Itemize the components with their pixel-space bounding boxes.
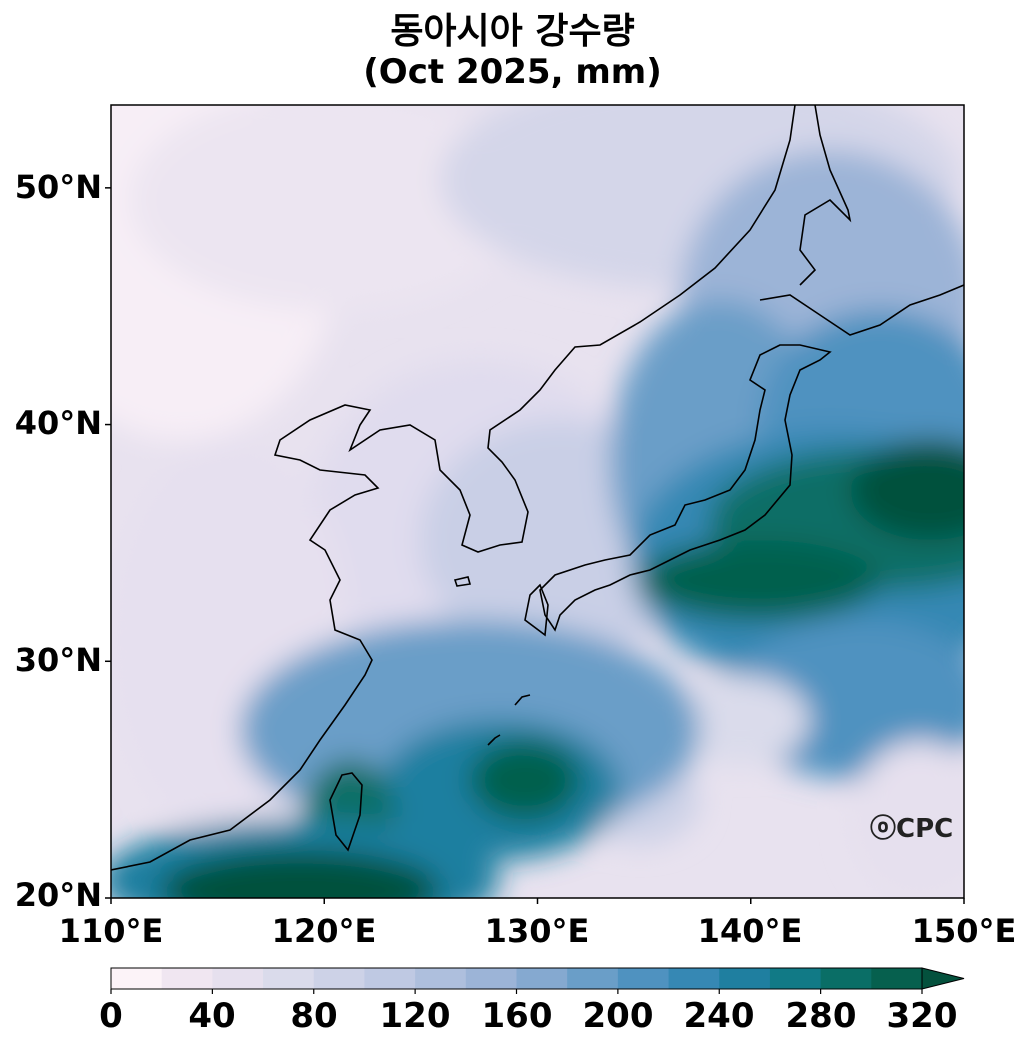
coastline: [111, 105, 964, 871]
colorbar-segment: [719, 968, 771, 989]
colorbar-segment: [617, 968, 670, 989]
map-title: 동아시아 강수량: [390, 11, 635, 52]
colorbar-tick-label: 320: [886, 996, 958, 1036]
colorbar-tick-label: 200: [582, 996, 654, 1036]
colorbar-segment: [313, 968, 365, 989]
cpc-logo: ⓞCPC: [870, 814, 954, 844]
y-tick-label: 20°N: [14, 876, 102, 914]
colorbar-segment: [111, 968, 163, 989]
colorbar-segment: [161, 968, 213, 989]
x-tick-label: 150°E: [911, 912, 1017, 950]
colorbar-segment: [567, 968, 619, 989]
x-tick-label: 120°E: [271, 912, 377, 950]
colorbar-tick-label: 160: [481, 996, 553, 1036]
x-ticks: [110, 898, 965, 904]
colorbar-segment: [871, 968, 923, 989]
colorbar-segment: [364, 968, 416, 989]
y-tick-label: 40°N: [14, 404, 102, 442]
map-subtitle: (Oct 2025, mm): [363, 52, 662, 92]
colorbar-extend-arrow: [921, 967, 965, 990]
colorbar-tick-label: 240: [683, 996, 755, 1036]
colorbar-segment: [769, 968, 822, 989]
y-ticks: [105, 187, 111, 899]
colorbar-tick-label: 80: [290, 996, 338, 1036]
x-tick-label: 140°E: [697, 912, 803, 950]
x-tick-label: 130°E: [484, 912, 590, 950]
colorbar-segment: [263, 968, 315, 989]
x-tick-label: 110°E: [58, 912, 164, 950]
colorbar-segment: [820, 968, 872, 989]
colorbar-segment: [415, 968, 467, 989]
colorbar-segment: [668, 968, 720, 989]
colorbar-segment: [516, 968, 568, 989]
colorbar-tick-label: 40: [188, 996, 236, 1036]
y-tick-label: 30°N: [14, 641, 102, 679]
colorbar: [110, 967, 965, 994]
colorbar-segment: [465, 968, 517, 989]
colorbar-tick-label: 120: [379, 996, 451, 1036]
colorbar-tick-label: 280: [785, 996, 857, 1036]
colorbar-segment: [212, 968, 264, 989]
y-tick-label: 50°N: [14, 168, 102, 206]
colorbar-tick-label: 0: [99, 996, 123, 1036]
